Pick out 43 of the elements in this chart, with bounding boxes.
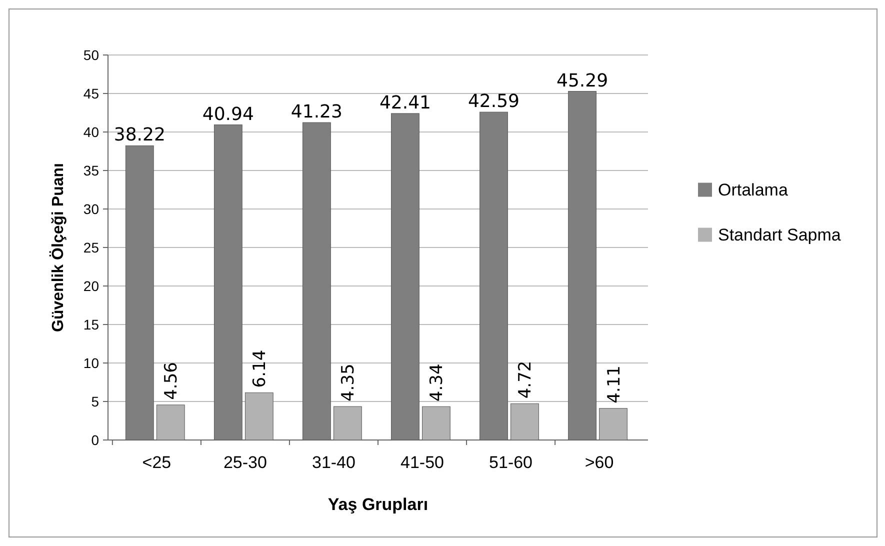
- y-tick-label: 25: [83, 239, 100, 256]
- data-label: 4.11: [604, 365, 624, 404]
- legend-label: Ortalama: [718, 180, 788, 200]
- x-axis-title: Yaş Grupları: [328, 495, 428, 514]
- bar: [391, 113, 420, 440]
- data-label: 4.34: [427, 364, 448, 402]
- y-tick-label: 45: [83, 85, 100, 102]
- x-tick-label: >60: [584, 453, 614, 472]
- y-tick-label: 30: [83, 200, 100, 217]
- x-tick-label: 51-60: [489, 453, 533, 472]
- x-tick-label: 31-40: [312, 453, 356, 472]
- data-label: 4.35: [338, 364, 359, 402]
- bar: [480, 112, 508, 440]
- bar: [302, 122, 331, 440]
- x-tick-label: <25: [142, 453, 172, 472]
- data-label: 41.23: [290, 102, 342, 123]
- data-label: 4.72: [516, 360, 536, 399]
- data-label: 42.59: [468, 91, 520, 112]
- bar: [156, 404, 185, 440]
- data-label: 42.41: [379, 92, 431, 114]
- y-tick-label: 40: [83, 124, 100, 140]
- data-label: 38.22: [114, 124, 166, 146]
- data-label: 45.29: [556, 70, 608, 92]
- bar: [599, 408, 628, 440]
- y-tick-label: 50: [83, 46, 100, 63]
- x-tick-label: 41-50: [400, 453, 444, 472]
- y-tick-label: 10: [83, 354, 100, 371]
- y-tick-label: 0: [91, 432, 100, 448]
- y-tick-label: 15: [83, 316, 100, 332]
- data-label: 40.94: [202, 104, 254, 125]
- bar: [333, 406, 362, 440]
- data-label: 4.56: [162, 362, 182, 400]
- y-axis-title: Güvenlik Ölçeği Puanı: [49, 163, 67, 332]
- y-tick-label: 35: [83, 162, 100, 178]
- bar: [422, 406, 450, 440]
- data-label: 6.14: [250, 350, 270, 388]
- bar: [568, 91, 596, 440]
- bar: [125, 145, 154, 440]
- bar: [214, 124, 242, 440]
- y-tick-label: 5: [91, 393, 100, 410]
- x-tick-label: 25-30: [223, 453, 267, 472]
- legend-label: Standart Sapma: [718, 226, 842, 245]
- y-tick-label: 20: [83, 278, 100, 294]
